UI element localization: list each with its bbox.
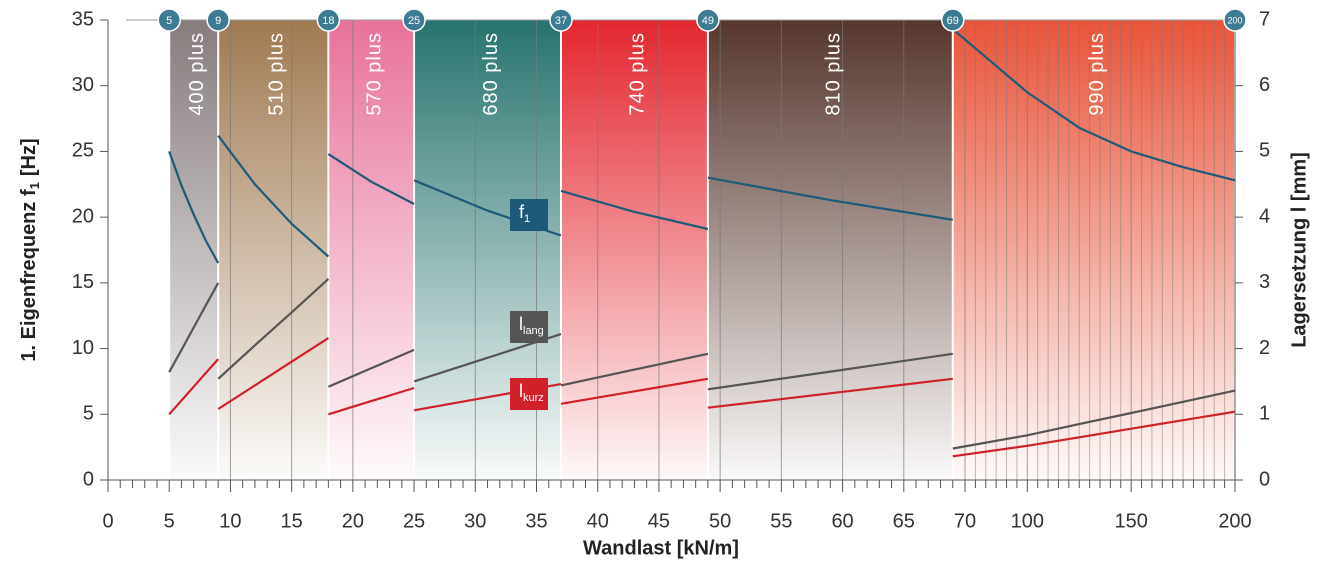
legend-box <box>510 199 548 231</box>
y-tick-label: 5 <box>83 403 94 425</box>
y2-tick-label: 7 <box>1259 8 1270 30</box>
boundary-label: 18 <box>322 15 334 27</box>
x-tick-label: 50 <box>709 510 731 532</box>
band-label: 810 plus <box>823 32 845 116</box>
y-tick-label: 10 <box>72 337 94 359</box>
y-tick-label: 15 <box>72 271 94 293</box>
series-line <box>327 153 415 205</box>
legend-name: l <box>519 314 523 334</box>
y-title-unit: [Hz] <box>18 138 40 176</box>
boundary-badge <box>316 8 341 32</box>
y2-tick-label: 4 <box>1259 205 1270 227</box>
band-label: 740 plus <box>627 32 649 116</box>
series-line <box>560 352 709 387</box>
y2-tick-label: 0 <box>1259 468 1270 490</box>
band-label: 510 plus <box>266 32 288 116</box>
band-label: 400 plus <box>186 32 208 116</box>
series-line <box>168 151 220 264</box>
legend-box <box>510 378 548 410</box>
boundary-badge <box>1223 8 1247 32</box>
band-label: 570 plus <box>364 32 386 116</box>
series-line <box>952 389 1236 450</box>
legend-label: f1 <box>519 202 530 225</box>
series-line <box>168 282 220 373</box>
series-line <box>168 358 220 416</box>
y2-axis-title: Lagersetzung l [mm] <box>1288 152 1310 348</box>
boundary-label: 37 <box>555 15 567 27</box>
x-tick-label: 70 <box>954 510 976 532</box>
series-line <box>327 348 415 388</box>
x-tick-label: 35 <box>525 510 547 532</box>
y2-tick-label: 5 <box>1259 140 1270 162</box>
x-tick-label: 65 <box>893 510 915 532</box>
y-tick-label: 20 <box>72 205 94 227</box>
y2-tick-label: 1 <box>1259 403 1270 425</box>
boundary-label: 200 <box>1227 15 1242 25</box>
band <box>328 20 415 480</box>
band-label: 990 plus <box>1086 32 1108 116</box>
x-tick-label: 25 <box>403 510 425 532</box>
x-tick-label: 55 <box>770 510 792 532</box>
series-line <box>707 176 953 221</box>
y-tick-label: 30 <box>72 74 94 96</box>
y2-tick-label: 3 <box>1259 271 1270 293</box>
boundary-label: 5 <box>166 15 172 27</box>
series-line <box>560 377 709 405</box>
legend-box <box>510 311 548 343</box>
boundary-label: 69 <box>947 15 959 27</box>
legend-name: f <box>519 202 525 222</box>
legend-sub: 1 <box>524 213 530 225</box>
series-line <box>217 278 330 380</box>
band <box>560 20 708 480</box>
boundary-badge <box>941 8 965 32</box>
band <box>952 20 1235 480</box>
boundary-badge <box>549 8 573 32</box>
x-tick-label: 40 <box>587 510 609 532</box>
band-label: 680 plus <box>480 32 502 116</box>
boundary-label: 25 <box>408 15 420 27</box>
x-tick-label: 5 <box>164 510 175 532</box>
x-tick-label: 30 <box>464 510 486 532</box>
x-tick-label: 45 <box>648 510 670 532</box>
legend-label: lkurz <box>519 381 544 404</box>
series-line <box>328 386 415 416</box>
legend-name: l <box>519 381 523 401</box>
series-line <box>560 189 709 231</box>
series-line <box>217 337 329 410</box>
x-tick-label: 15 <box>281 510 303 532</box>
y-title-main: 1. Eigenfrequenz f <box>18 189 40 362</box>
boundary-label: 9 <box>215 15 221 27</box>
series-line <box>217 135 330 258</box>
x-axis-title: Wandlast [kN/m] <box>583 537 739 559</box>
x-tick-label: 100 <box>1011 510 1044 532</box>
series-line <box>952 28 1236 182</box>
series-line <box>707 352 953 391</box>
x-tick-label: 20 <box>342 510 364 532</box>
boundary-badge <box>157 8 181 32</box>
boundary-label: 49 <box>702 15 714 27</box>
y2-tick-label: 6 <box>1259 74 1270 96</box>
legend-sub: lang <box>523 325 544 337</box>
boundary-badge <box>696 8 720 32</box>
y-tick-label: 25 <box>72 140 94 162</box>
boundary-badge <box>206 8 230 32</box>
legend-sub: kurz <box>523 392 544 404</box>
y2-tick-label: 2 <box>1259 337 1270 359</box>
legend-label: llang <box>519 314 544 337</box>
x-tick-label: 150 <box>1114 510 1147 532</box>
x-tick-label: 200 <box>1218 510 1251 532</box>
boundary-badge <box>402 8 426 32</box>
y-tick-label: 0 <box>83 468 94 490</box>
x-tick-label: 0 <box>102 510 113 532</box>
x-tick-label: 60 <box>831 510 853 532</box>
y-tick-label: 35 <box>72 8 94 30</box>
y-title-sub: 1 <box>27 182 42 189</box>
band <box>218 20 329 480</box>
series-line <box>952 410 1236 458</box>
x-tick-label: 10 <box>219 510 241 532</box>
y-axis-title: 1. Eigenfrequenz f1 [Hz] <box>18 138 42 361</box>
series-line <box>707 377 953 409</box>
